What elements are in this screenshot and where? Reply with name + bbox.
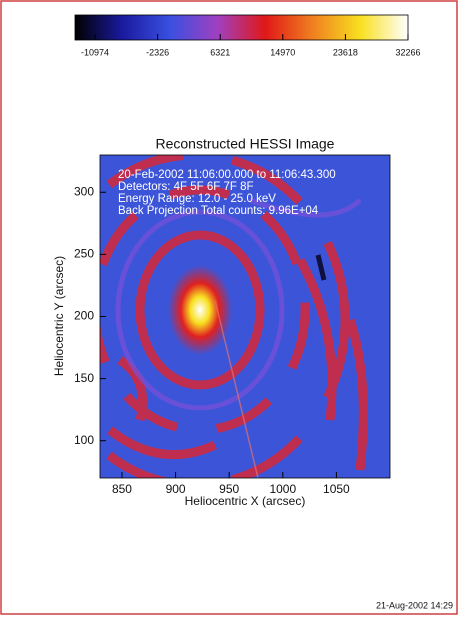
- colorbar-tick-label: 6321: [210, 47, 230, 57]
- footer: 21-Aug-2002 14:29: [376, 600, 453, 610]
- annotation: Detectors: 4F 5F 6F 7F 8F: [118, 181, 253, 193]
- x-tick-label: 950: [219, 482, 239, 496]
- x-tick-label: 1050: [323, 482, 350, 496]
- annotation: Back Projection Total counts: 9.96E+04: [118, 205, 319, 217]
- y-tick-label: 150: [74, 371, 94, 385]
- colorbar-tick-label: -10974: [81, 47, 109, 57]
- y-axis-label: Heliocentric Y (arcsec): [52, 256, 66, 376]
- y-tick-label: 300: [74, 184, 94, 198]
- y-tick-label: 200: [74, 309, 94, 323]
- x-tick-label: 850: [112, 482, 132, 496]
- image-plot: [100, 155, 390, 478]
- y-tick-label: 100: [74, 433, 94, 447]
- y-tick-label: 250: [74, 247, 94, 261]
- colorbar-tick-label: 14970: [270, 47, 295, 57]
- colorbar-tick-label: 32266: [395, 47, 420, 57]
- x-axis-label: Heliocentric X (arcsec): [185, 494, 306, 508]
- annotation: 20-Feb-2002 11:06:00.000 to 11:06:43.300: [118, 169, 336, 181]
- x-tick-label: 1000: [269, 482, 296, 496]
- colorbar: -10974 -2326 6321 14970 23618 32266: [74, 14, 421, 57]
- chart-title: Reconstructed HESSI Image: [156, 136, 335, 152]
- colorbar-tick-label: -2326: [146, 47, 169, 57]
- colorbar-bar: [74, 14, 409, 41]
- colorbar-tick-label: 23618: [333, 47, 358, 57]
- annotation: Energy Range: 12.0 - 25.0 keV: [118, 193, 276, 205]
- x-tick-label: 900: [166, 482, 186, 496]
- annotations: 20-Feb-2002 11:06:00.000 to 11:06:43.300…: [118, 169, 336, 217]
